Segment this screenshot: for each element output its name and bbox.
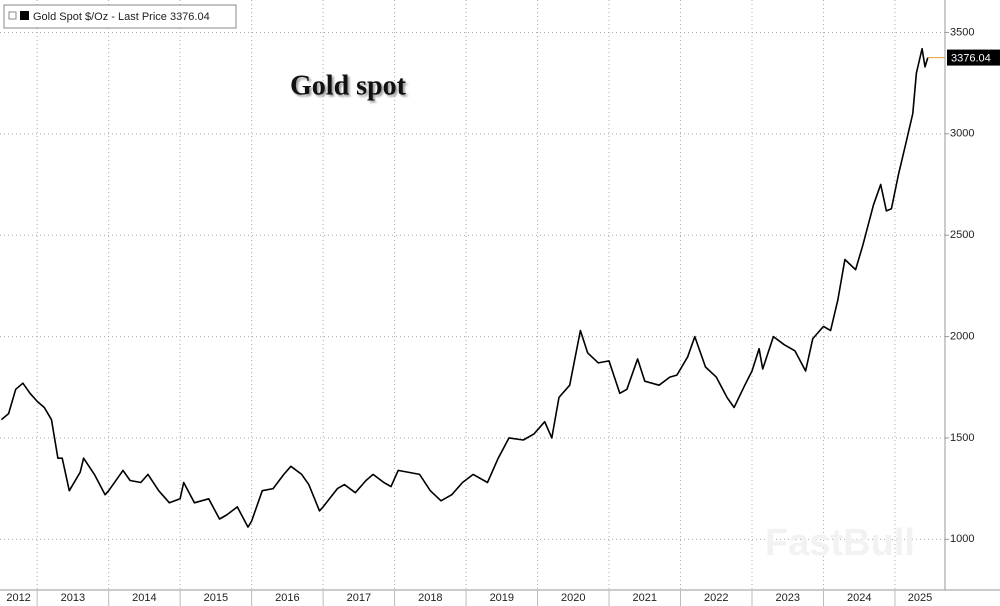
y-tick-label: 2000 <box>950 330 974 342</box>
x-tick-label: 2022 <box>704 592 728 604</box>
x-tick-label: 2016 <box>275 592 299 604</box>
price-line <box>0 47 929 528</box>
x-tick-label: 2012 <box>6 592 30 604</box>
x-tick-label: 2019 <box>490 592 514 604</box>
x-tick-label: 2017 <box>347 592 371 604</box>
legend-swatch <box>20 11 29 20</box>
y-tick-label: 2500 <box>950 229 974 241</box>
watermark: FastBull <box>765 522 915 564</box>
x-tick-label: 2021 <box>633 592 657 604</box>
grid <box>0 0 949 606</box>
chart-title: Gold spot <box>290 70 407 101</box>
x-tick-label: 2015 <box>204 592 228 604</box>
x-tick-label: 2014 <box>132 592 156 604</box>
y-tick-label: 1500 <box>950 432 974 444</box>
legend-box <box>3 4 237 29</box>
plot <box>0 47 929 528</box>
x-tick-label: 2024 <box>847 592 871 604</box>
y-tick-label: 1000 <box>950 533 974 545</box>
y-tick-label: 3000 <box>950 128 974 140</box>
legend-label: Gold Spot $/Oz - Last Price 3376.04 <box>33 11 210 23</box>
y-tick-label: 3500 <box>950 26 974 38</box>
x-tick-label: 2018 <box>418 592 442 604</box>
last-price-tag <box>947 49 1000 66</box>
last-price-label: 3376.04 <box>951 52 991 64</box>
legend-toggle <box>8 11 17 20</box>
x-tick-label: 2020 <box>561 592 585 604</box>
x-tick-label: 2023 <box>775 592 799 604</box>
x-tick-label: 2013 <box>61 592 85 604</box>
x-tick-label: 2025 <box>908 592 932 604</box>
